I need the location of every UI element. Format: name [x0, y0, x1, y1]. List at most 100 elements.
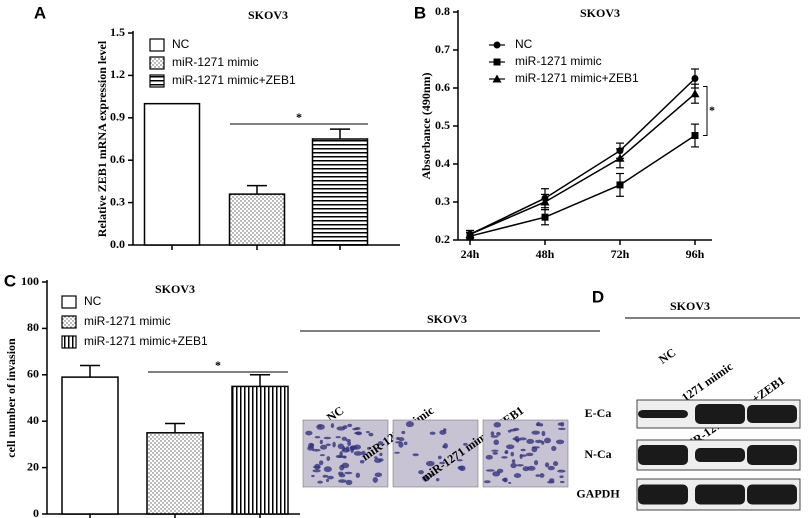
stained-cell — [347, 423, 353, 428]
series-line — [469, 134, 696, 237]
stained-cell — [485, 469, 495, 472]
legend-swatch — [61, 335, 77, 349]
bar — [228, 193, 286, 246]
stained-cell — [422, 475, 430, 482]
stained-cell — [439, 461, 446, 465]
stained-cell — [555, 439, 565, 445]
y-tick-label: 0.7 — [435, 42, 450, 56]
stained-cell — [374, 472, 383, 478]
legend-label: NC — [172, 37, 190, 51]
legend-label: miR-1271 mimic — [515, 54, 602, 68]
stained-cell — [516, 464, 524, 467]
point — [691, 75, 699, 82]
stained-cell — [557, 469, 566, 473]
stained-cell — [425, 460, 435, 467]
stained-cell — [326, 456, 331, 461]
legend-label: miR-1271 mimic — [84, 314, 171, 328]
stained-cell — [501, 456, 508, 459]
significance-label: * — [296, 110, 302, 124]
stained-cell — [437, 455, 442, 460]
stained-cell — [337, 443, 344, 450]
stained-cell — [548, 478, 555, 483]
stained-cell — [401, 430, 406, 435]
blot-band — [638, 410, 688, 418]
stained-cell — [325, 443, 331, 447]
stained-cell — [536, 421, 541, 427]
legend-marker — [492, 74, 502, 83]
point — [465, 229, 475, 238]
stained-cell — [341, 462, 350, 469]
stained-cell — [332, 441, 336, 448]
stained-cell — [492, 451, 499, 455]
legend-swatch — [61, 315, 77, 329]
y-axis-label: Absorbance (490nm) — [419, 72, 433, 179]
point — [541, 213, 549, 221]
stained-cell — [398, 437, 405, 442]
stained-cell — [318, 460, 324, 466]
stained-cell — [526, 438, 535, 444]
stained-cell — [412, 453, 419, 457]
legend-swatch — [149, 38, 165, 52]
stained-cell — [428, 473, 435, 477]
y-tick-label: 40 — [27, 413, 39, 427]
stained-cell — [327, 475, 334, 480]
y-tick-label: 60 — [27, 367, 39, 381]
stained-cell — [493, 439, 500, 446]
stained-cell — [519, 454, 527, 457]
stained-cell — [485, 454, 493, 460]
x-tick-label: 72h — [611, 247, 630, 261]
stained-cell — [395, 441, 402, 444]
stained-cell — [520, 448, 526, 452]
blot-band — [747, 484, 797, 505]
stained-cell — [510, 462, 517, 469]
stained-cell — [544, 437, 552, 444]
y-axis-label: Relative ZEB1 mRNA expression level — [95, 40, 109, 237]
stained-cell — [492, 471, 501, 477]
stained-cell — [322, 474, 329, 478]
stained-cell — [338, 473, 346, 478]
stained-cell — [539, 473, 545, 478]
point — [616, 181, 624, 189]
stained-cell — [361, 450, 366, 456]
stained-cell — [493, 422, 502, 428]
panel-label: C — [4, 271, 16, 290]
legend-swatch — [61, 295, 77, 309]
stained-cell — [514, 438, 521, 441]
stained-cell — [557, 427, 566, 431]
stained-cell — [439, 430, 447, 435]
stained-cell — [374, 456, 378, 459]
chart-title: SKOV3 — [248, 8, 288, 22]
legend-marker — [493, 41, 501, 49]
images-title: SKOV3 — [427, 312, 467, 326]
stained-cell — [355, 472, 361, 478]
stained-cell — [317, 480, 323, 484]
bar — [61, 376, 119, 515]
y-tick-label: 0.6 — [435, 80, 450, 94]
blot-band — [747, 405, 797, 423]
stained-cell — [560, 422, 565, 427]
y-tick-label: 80 — [27, 320, 39, 334]
stained-cell — [501, 477, 508, 482]
bar — [146, 432, 204, 515]
stained-cell — [490, 435, 499, 438]
stained-cell — [429, 431, 436, 435]
stained-cell — [505, 444, 515, 450]
significance-label: * — [215, 358, 221, 372]
legend-swatch — [149, 74, 165, 88]
stained-cell — [533, 460, 539, 466]
stained-cell — [314, 436, 321, 439]
stained-cell — [535, 474, 540, 477]
point — [691, 132, 699, 139]
stained-cell — [507, 429, 512, 433]
stained-cell — [345, 479, 353, 486]
legend-label: miR-1271 mimic+ZEB1 — [515, 71, 639, 85]
panel-label: A — [34, 3, 46, 22]
stained-cell — [335, 436, 341, 439]
stained-cell — [459, 465, 466, 472]
panel-label: B — [414, 3, 426, 22]
stained-cell — [337, 455, 347, 458]
chart-title: SKOV3 — [155, 282, 195, 296]
lane-label: NC — [656, 345, 678, 366]
stained-cell — [456, 459, 463, 462]
stained-cell — [350, 447, 354, 454]
